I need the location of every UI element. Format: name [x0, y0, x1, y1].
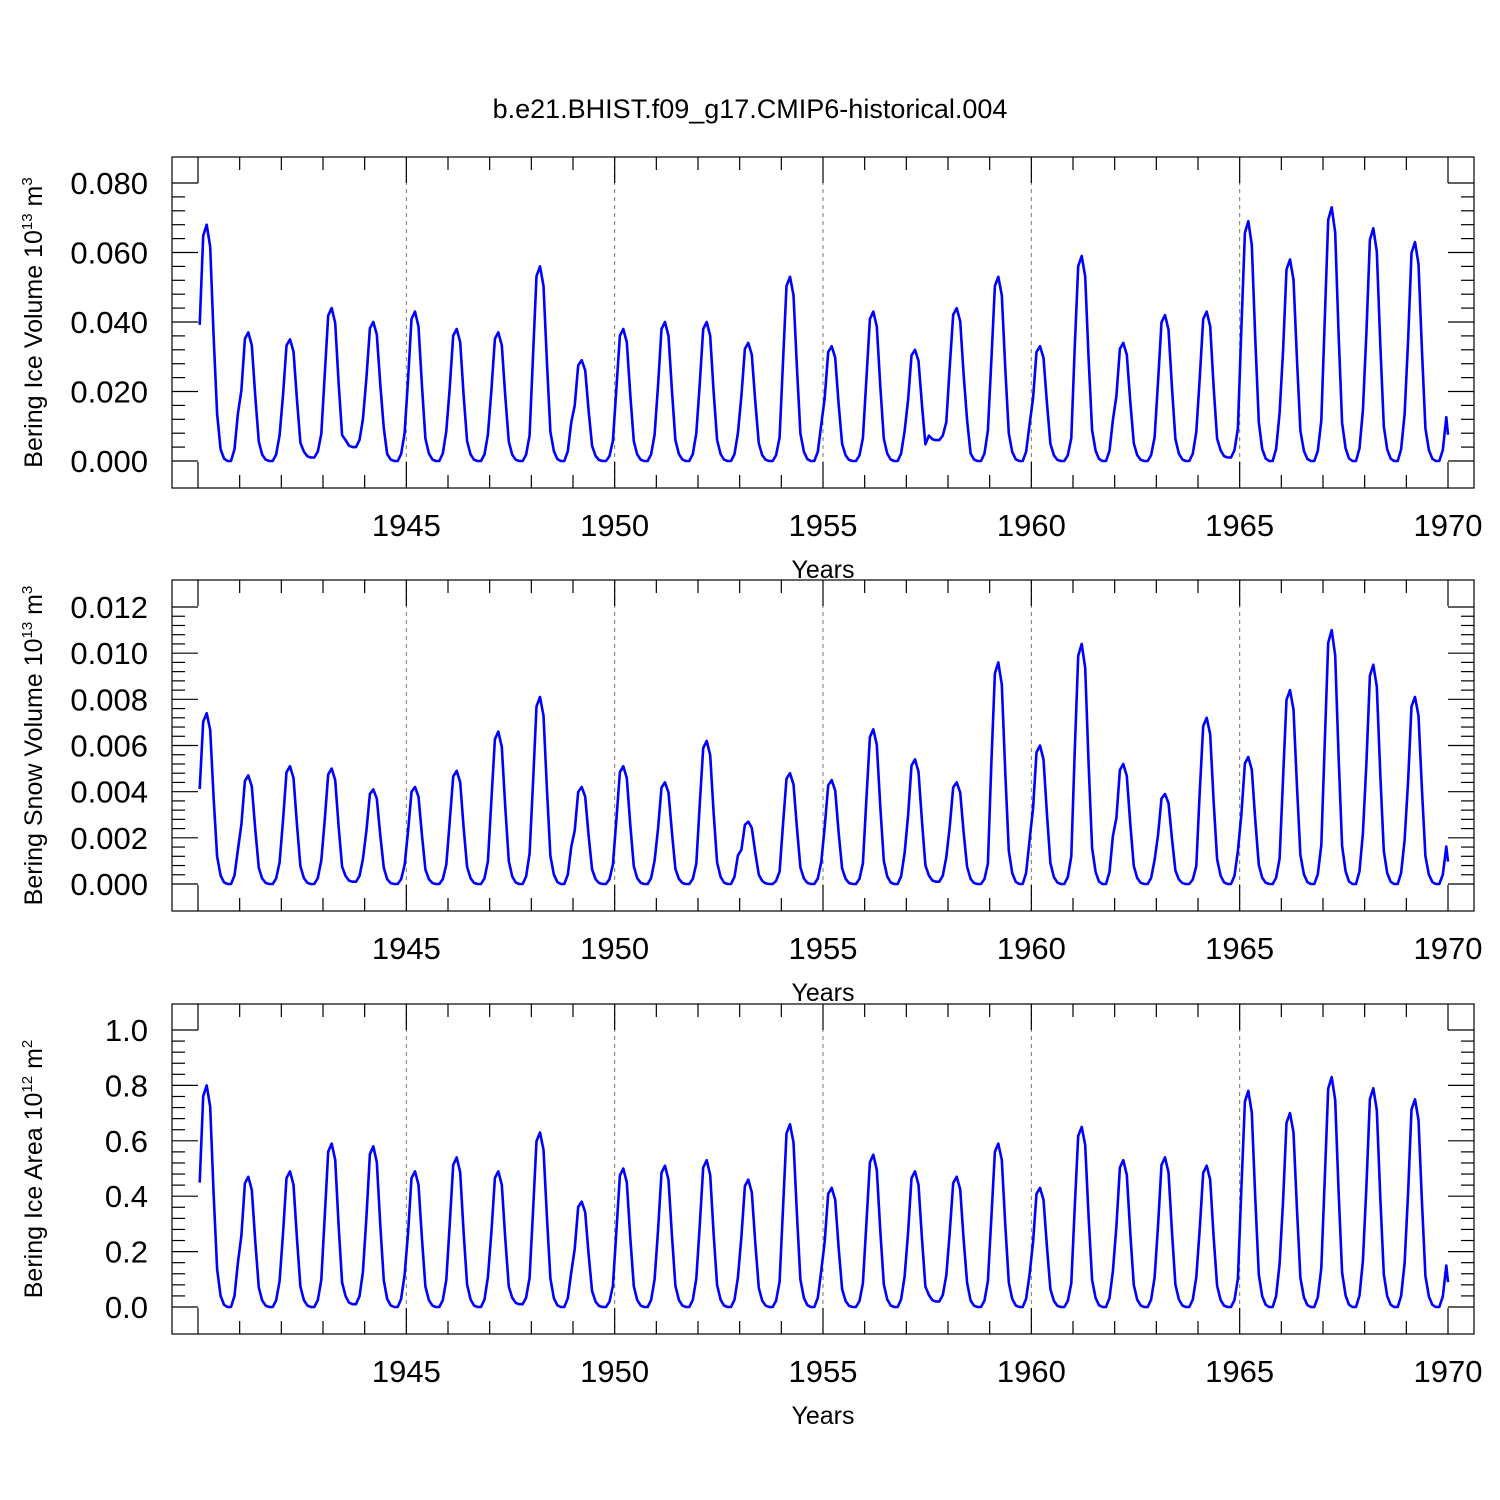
x-tick-label: 1970	[1414, 508, 1483, 543]
y-tick-label: 0.060	[70, 236, 148, 271]
y-tick-label: 0.012	[70, 590, 148, 625]
x-tick-label: 1955	[789, 931, 858, 966]
x-tick-label: 1945	[372, 1354, 441, 1389]
y-tick-label: 0.002	[70, 821, 148, 856]
series-line-ice-area	[198, 1075, 1450, 1309]
x-tick-label: 1950	[580, 508, 649, 543]
series-line-ice-volume	[198, 206, 1450, 463]
x-tick-label: 1950	[580, 1354, 649, 1389]
y-tick-label: 0.010	[70, 636, 148, 671]
y-tick-label: 0.006	[70, 729, 148, 764]
y-tick-label: 0.004	[70, 775, 148, 810]
x-tick-label: 1970	[1414, 931, 1483, 966]
x-tick-label: 1960	[997, 931, 1066, 966]
y-tick-label: 0.020	[70, 375, 148, 410]
y-axis-title: Bering Ice Area 1012 m2	[19, 1040, 48, 1299]
x-tick-label: 1965	[1205, 931, 1274, 966]
x-tick-label: 1960	[997, 508, 1066, 543]
y-tick-label: 0.6	[105, 1124, 148, 1159]
panel-snow-volume: 1945 1950 1955 1960 1965 1970 Years 0.000 0.002 0…	[19, 579, 1483, 1007]
panel-ice-area: 1945 1950 1955 1960 1965 1970 Years 0.0 0.2 0.4 0.…	[19, 1003, 1483, 1430]
y-axis-title: Bering Ice Volume 1013 m3	[19, 177, 48, 467]
y-tick-label: 0.2	[105, 1235, 148, 1270]
x-axis-title: Years	[791, 1402, 854, 1430]
y-tick-label: 0.008	[70, 682, 148, 717]
x-tick-label: 1965	[1205, 1354, 1274, 1389]
y-tick-label: 0.4	[105, 1179, 148, 1214]
x-tick-label: 1955	[789, 508, 858, 543]
y-tick-label: 0.080	[70, 166, 148, 201]
panel-ice-volume: 1945 1950 1955 1960 1965 1970 Years 0.000 0.020 0…	[19, 156, 1483, 584]
x-tick-label: 1965	[1205, 508, 1274, 543]
y-tick-label: 0.0	[105, 1290, 148, 1325]
x-tick-label: 1960	[997, 1354, 1066, 1389]
x-axis-title: Years	[791, 556, 854, 584]
y-tick-label: 0.000	[70, 444, 148, 479]
x-tick-label: 1955	[789, 1354, 858, 1389]
chart-title: b.e21.BHIST.f09_g17.CMIP6-historical.004	[493, 94, 1008, 124]
series-line-snow-volume	[198, 628, 1450, 886]
y-axis-title: Bering Snow Volume 1013 m3	[19, 586, 48, 906]
y-tick-label: 0.000	[70, 867, 148, 902]
chart-panels: 1945 1950 1955 1960 1965 1970 Years 0.000 0.020 0…	[19, 156, 1483, 1430]
x-tick-label: 1950	[580, 931, 649, 966]
y-tick-label: 0.8	[105, 1068, 148, 1103]
x-axis-title: Years	[791, 979, 854, 1007]
x-tick-label: 1945	[372, 508, 441, 543]
x-tick-label: 1945	[372, 931, 441, 966]
y-tick-label: 1.0	[105, 1013, 148, 1048]
y-tick-label: 0.040	[70, 305, 148, 340]
x-tick-label: 1970	[1414, 1354, 1483, 1389]
